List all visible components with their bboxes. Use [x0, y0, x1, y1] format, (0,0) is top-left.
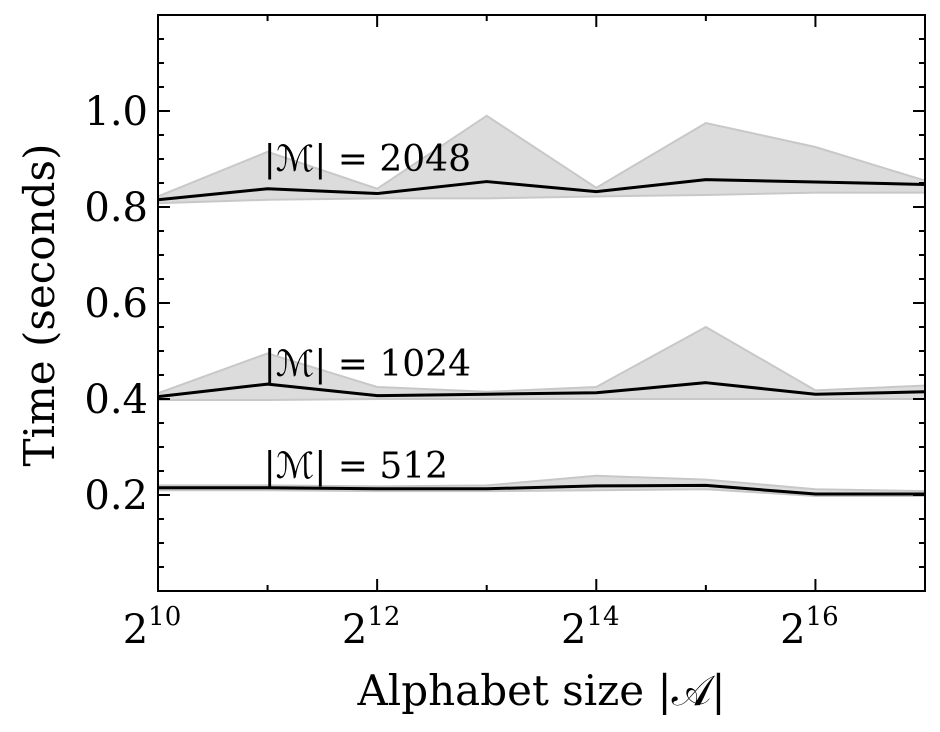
series-line-0	[157, 178, 926, 202]
x-tick-base: 2	[342, 607, 367, 653]
y-tick-labels: 0.2 0.4 0.6 0.8 1.0	[84, 89, 148, 519]
series-labels: |ℳ| = 2048 |ℳ| = 1024 |ℳ| = 512	[264, 139, 471, 487]
y-tick-label: 0.6	[84, 281, 148, 327]
series-label-1: |ℳ| = 1024	[264, 344, 471, 385]
plot-frame	[157, 14, 926, 592]
y-tick-label: 0.4	[84, 377, 148, 423]
y-tick-label: 0.2	[84, 473, 148, 519]
y-tick-label: 0.8	[84, 185, 148, 231]
series-line-2	[158, 483, 925, 496]
x-tick-label: 212	[342, 602, 401, 653]
x-axis-label: Alphabet size |𝒜|	[356, 666, 725, 715]
x-tick-label: 210	[123, 602, 182, 653]
x-tick-exponent: 16	[806, 602, 839, 632]
x-tick-labels: 210 212 214 216	[123, 602, 839, 653]
x-tick-exponent: 12	[367, 602, 400, 632]
y-tick-label: 1.0	[84, 89, 148, 135]
axis-ticks	[157, 15, 926, 591]
series-label-2: |ℳ| = 512	[264, 446, 449, 487]
y-axis-label: Time (seconds)	[15, 144, 64, 467]
x-tick-exponent: 10	[148, 602, 181, 632]
x-tick-base: 2	[780, 607, 805, 653]
x-tick-base: 2	[123, 607, 148, 653]
x-tick-exponent: 14	[586, 602, 619, 632]
x-tick-base: 2	[561, 607, 586, 653]
x-tick-label: 214	[561, 602, 620, 653]
series-label-0: |ℳ| = 2048	[264, 139, 471, 180]
series-line-1	[157, 381, 926, 399]
series-lines	[157, 178, 926, 496]
x-tick-label: 216	[780, 602, 839, 653]
